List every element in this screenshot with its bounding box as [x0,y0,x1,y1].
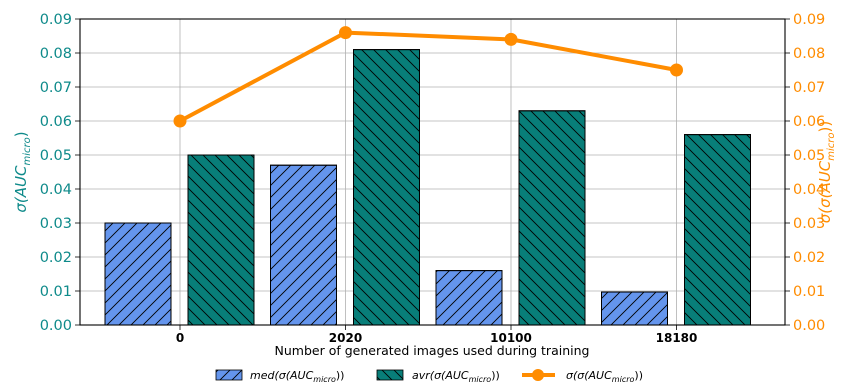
bars [104,49,751,326]
bar-hatch-avr [518,110,586,326]
bar-hatch-avr [353,49,420,326]
y-right-tick-label: 0.08 [793,46,825,62]
bar-hatch-med [104,222,172,326]
y-left-tick-label: 0.06 [40,114,72,130]
x-tick-label: 0 [176,331,184,345]
bar-hatch-med [601,291,668,326]
bar-hatch-med [270,164,337,326]
y-left-tick-label: 0.07 [40,80,72,96]
bar-hatch-avr [187,154,255,326]
y-right-tick-label: 0.00 [793,318,825,334]
legend: med(σ(AUCmicro)) avr(σ(AUCmicro)) σ(σ(AU… [215,369,643,384]
y-right-tick-label: 0.03 [793,216,825,232]
line-point [173,114,187,128]
plot-frame [79,18,786,326]
y-left-tick-label: 0.09 [40,12,72,28]
legend-label-avr: avr(σ(AUCmicro)) [412,369,500,384]
legend-swatch-med-hatch [216,370,242,380]
x-tick-label: 10100 [490,331,532,345]
y-right-tick-label: 0.04 [793,182,825,198]
y-right-tick-label: 0.07 [793,80,825,96]
y-axis-left-label: σ(AUCmicro) [12,131,33,212]
line-point [504,32,518,46]
line-series [173,26,683,128]
axes: 0.00 0.00 0.01 0.01 0.02 0.02 0.03 0.03 0.04 0.04… [40,12,826,345]
y-right-label-sub: micro [826,133,837,161]
y-left-tick-label: 0.08 [40,46,72,62]
y-left-tick-label: 0.04 [40,182,72,198]
x-tick-label: 18180 [656,331,698,345]
y-left-tick-label: 0.00 [40,318,72,334]
legend-swatch-avr-hatch [377,370,403,380]
legend-swatch-marker [532,369,544,381]
y-right-label-close: )) [816,121,834,133]
y-left-tick-label: 0.05 [40,148,72,164]
y-left-label-main: σ(AUC [12,165,30,213]
y-right-label-main: σ(σ(AUC [816,160,834,223]
y-right-tick-label: 0.06 [793,114,825,130]
y-left-label-close: ) [12,131,30,137]
legend-label-line: σ(σ(AUCmicro)) [566,369,643,384]
bar-hatch-avr [684,134,751,326]
y-left-tick-label: 0.01 [40,284,72,300]
line-point [339,26,352,40]
y-axis-right-label: σ(σ(AUCmicro)) [816,121,837,223]
y-left-tick-label: 0.03 [40,216,72,232]
legend-label-med: med(σ(AUCmicro)) [250,369,344,384]
y-right-tick-label: 0.02 [793,250,825,266]
line-point [670,63,683,77]
y-right-tick-label: 0.05 [793,148,825,164]
y-left-tick-label: 0.02 [40,250,72,266]
y-right-tick-label: 0.01 [793,284,825,300]
x-axis-label: Number of generated images used during t… [275,343,590,358]
line-path [179,30,677,123]
x-tick-label: 2020 [329,331,362,345]
bar-hatch-med [435,270,503,326]
y-right-tick-label: 0.09 [793,12,825,28]
y-left-label-sub: micro [22,137,33,165]
